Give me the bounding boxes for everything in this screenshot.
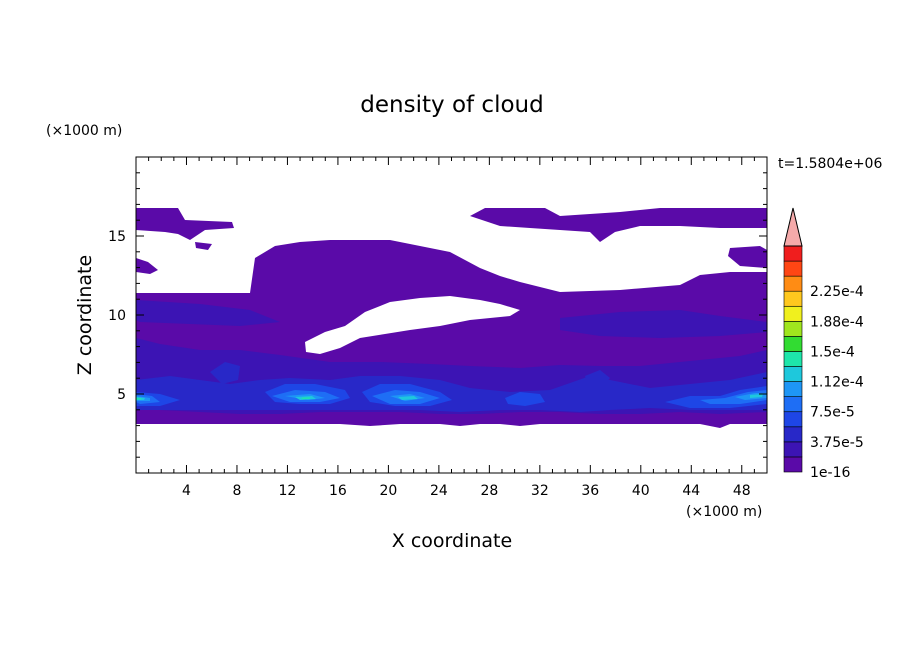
colorbar-swatch (783, 366, 803, 382)
y-axis: 5 10 15 (108, 172, 767, 458)
colorbar-swatch (783, 260, 803, 277)
colorbar-swatch (783, 381, 803, 397)
contour-layer-1-upper-left (136, 208, 234, 240)
contour-layer-3-blob-2 (585, 370, 610, 388)
y-axis-label: Z coordinate (74, 255, 96, 375)
time-label: t=1.5804e+06 (778, 156, 882, 172)
contour-layer-2-right-band (560, 310, 767, 338)
colorbar-swatch (783, 426, 803, 443)
x-axis-label: X coordinate (392, 530, 512, 552)
x-tick-label: 20 (379, 483, 397, 499)
y-tick-label: 15 (108, 229, 126, 245)
x-tick-label: 12 (279, 483, 297, 499)
x-tick-label: 44 (682, 483, 700, 499)
colorbar-swatch (783, 456, 803, 473)
colorbar-swatch (783, 351, 803, 367)
colorbar-extend-triangle (783, 207, 803, 247)
x-axis: 4 8 12 16 20 24 28 32 36 40 44 48 (148, 157, 755, 499)
clear-hole-1 (305, 296, 520, 354)
colorbar-swatch (783, 411, 803, 428)
x-tick-label: 40 (632, 483, 650, 499)
colorbar-label: 7.5e-5 (810, 405, 855, 421)
colorbar-swatch (783, 305, 803, 322)
colorbar-label: 1.5e-4 (810, 344, 855, 360)
x-tick-label: 24 (430, 483, 448, 499)
x-tick-label: 28 (480, 483, 498, 499)
colorbar-swatch (783, 275, 803, 292)
x-tick-label: 16 (329, 483, 347, 499)
colorbar-swatch (783, 336, 803, 352)
colorbar-swatch (783, 441, 803, 458)
contour-layer-1-upper-right (470, 208, 767, 242)
colorbar-swatch (783, 321, 803, 337)
y-tick-label: 5 (117, 387, 126, 403)
x-tick-label: 32 (531, 483, 549, 499)
contour-layer-2-upper-band (136, 300, 280, 326)
colorbar: 1e-16 3.75e-5 7.5e-5 1.12e-4 1.5e-4 1.88e-4 2.… (783, 207, 864, 481)
x-unit-label: (×1000 m) (686, 504, 762, 520)
colorbar-swatch (783, 396, 803, 413)
chart-title: density of cloud (360, 92, 543, 118)
contour-field (136, 208, 767, 428)
contour-layer-1-mid-left-patch (195, 242, 212, 250)
x-tick-label: 8 (232, 483, 241, 499)
contour-layer-1-small-patch (136, 258, 158, 274)
colorbar-swatch (783, 245, 803, 262)
x-tick-label: 48 (733, 483, 751, 499)
colorbar-label: 1.88e-4 (810, 314, 864, 330)
contour-layer-1-right-patch (728, 246, 767, 268)
colorbar-label: 2.25e-4 (810, 284, 864, 300)
contour-layer-5 (136, 390, 767, 404)
colorbar-swatch (783, 290, 803, 307)
y-unit-label: (×1000 m) (46, 123, 122, 139)
x-tick-label: 4 (182, 483, 191, 499)
contour-layer-3-blob-1 (210, 362, 240, 384)
y-tick-label: 10 (108, 308, 126, 324)
colorbar-label: 1e-16 (810, 465, 850, 481)
colorbar-label: 3.75e-5 (810, 435, 864, 451)
x-tick-label: 36 (581, 483, 599, 499)
colorbar-label: 1.12e-4 (810, 375, 864, 391)
